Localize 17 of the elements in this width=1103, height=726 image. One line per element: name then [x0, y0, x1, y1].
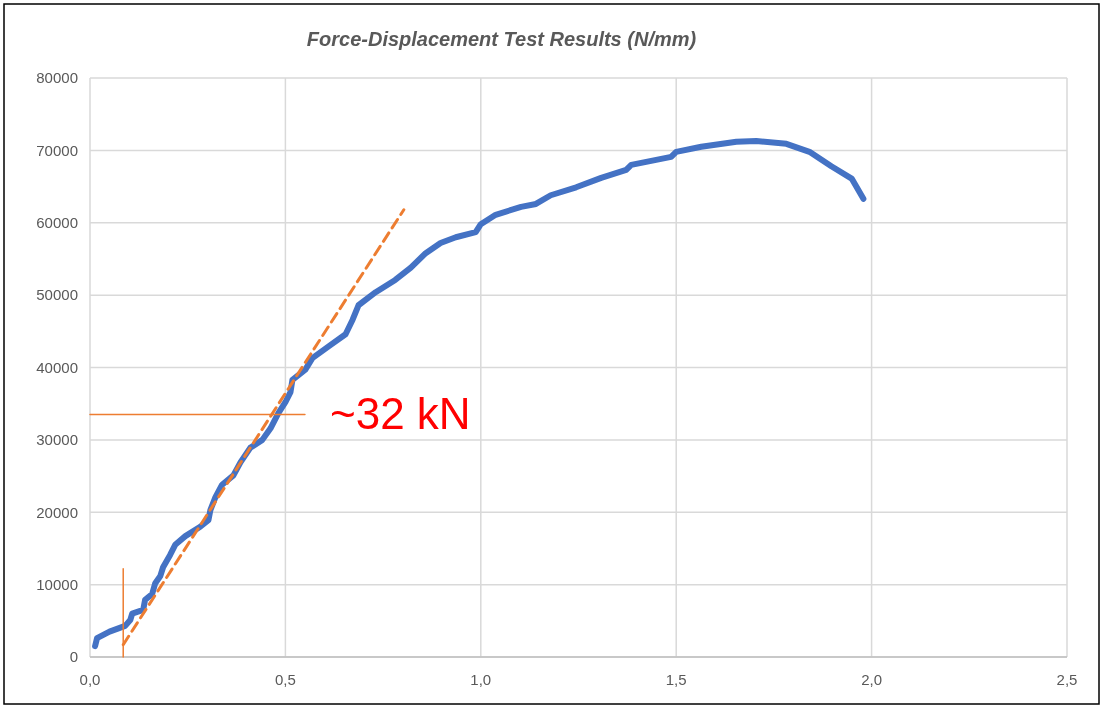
y-tick-label: 20000	[36, 503, 78, 521]
x-tick-label: 0,5	[274, 671, 296, 688]
y-tick-label: 30000	[36, 431, 78, 449]
chart-title: Force-Displacement Test Results (N/mm)	[306, 28, 697, 50]
y-tick-label: 80000	[36, 69, 78, 87]
y-tick-label: 10000	[36, 575, 78, 593]
y-tick-label: 0	[69, 648, 78, 666]
x-tick-label: 0,0	[79, 671, 101, 688]
x-tick-label: 2,5	[1056, 671, 1078, 688]
x-tick-label: 1,5	[665, 671, 687, 688]
y-tick-label: 40000	[36, 358, 78, 376]
annotation: ~32 kN	[330, 389, 471, 439]
y-tick-label: 60000	[36, 214, 78, 231]
y-tick-label: 50000	[36, 286, 78, 304]
x-tick-label: 2,0	[861, 671, 883, 688]
x-tick-label: 1,0	[470, 671, 492, 688]
y-tick-label: 70000	[36, 141, 78, 159]
